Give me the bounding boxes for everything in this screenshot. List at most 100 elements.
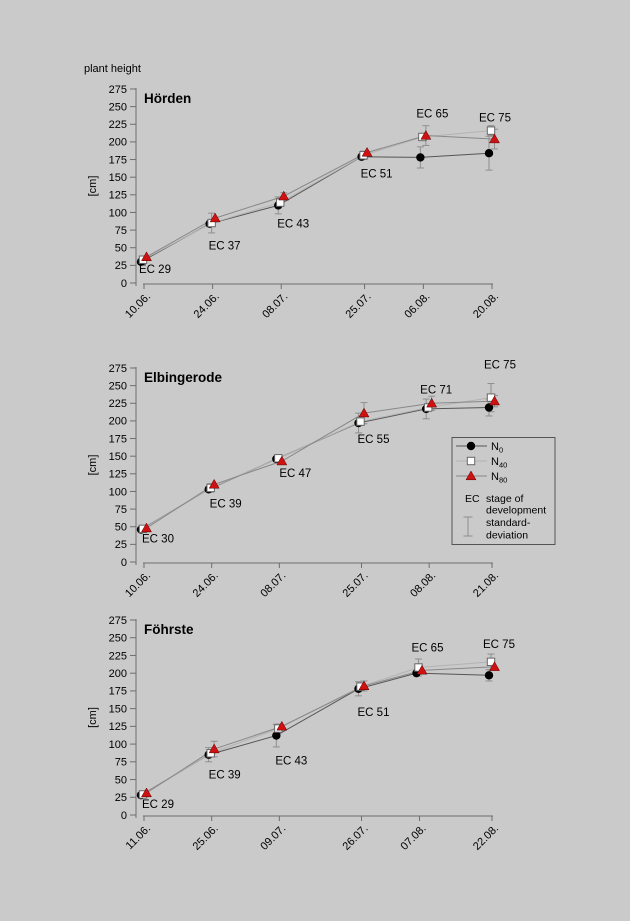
series-markers-n0 [136,148,494,267]
marker-n0-circle [484,403,494,412]
y-tick-label: 250 [109,380,127,392]
y-tick-label: 250 [109,101,127,113]
x-axis: 10.06. 24.06. 08.07. 25.07. 08.08. 21.08. [123,562,501,600]
x-tick-label: 24.06. [191,570,221,600]
y-axis-title: [cm] [87,455,99,476]
ec-annotation: EC 75 [479,113,511,125]
ec-annotation: EC 29 [142,799,174,811]
y-tick-label: 225 [109,398,127,410]
marker-n80-triangle [278,190,290,201]
y-tick-label: 200 [109,668,127,680]
marker-n40-square [206,749,215,758]
series-markers-n40 [138,126,496,264]
x-tick-label: 10.06. [123,291,153,321]
chart-title: Elbingerode [144,370,222,385]
legend-sd-desc: deviation [486,530,528,542]
y-tick-label: 275 [109,84,127,96]
y-tick-label: 75 [115,504,127,516]
marker-n80-triangle [208,478,220,489]
series-line-n0 [140,152,490,263]
x-tick-label: 21.08. [471,570,501,600]
marker-n80-triangle [358,407,370,418]
ec-annotation: EC 30 [142,534,174,546]
x-tick-label: 09.07. [258,823,288,853]
x-tick-label: 25.06. [191,823,221,853]
ec-annotation: EC 55 [358,434,390,446]
x-tick-label: 22.08. [471,823,501,853]
ec-annotation: EC 43 [275,756,307,768]
y-tick-label: 275 [109,363,127,375]
series-line-n80 [146,135,495,258]
marker-n80-triangle [208,743,220,754]
x-axis: 11.06. 25.06. 09.07. 26.07. 07.08. 22.08. [124,815,501,853]
x-axis: 10.06. 24.06. 08.07. 25.07. 06.08. 20.08. [123,283,501,321]
series-line-n40 [142,397,492,530]
legend-sd-desc: standard- [486,517,531,529]
y-tick-label: 50 [115,243,127,255]
legend-marker-triangle [465,470,477,481]
y-tick-label: 100 [109,486,127,498]
marker-n0-circle [484,671,494,680]
y-tick-label: 25 [115,792,127,804]
ec-annotation: EC 43 [277,218,309,230]
marker-n0-circle [272,731,281,740]
x-tick-label: 24.06. [192,291,222,321]
x-tick-label: 20.08. [471,291,501,321]
y-axis-title: [cm] [87,176,99,197]
legend-label-n40: N40 [491,456,507,470]
x-tick-label: 08.08. [408,570,438,600]
y-tick-label: 0 [121,278,127,290]
y-tick-label: 150 [109,451,127,463]
legend-box [451,437,556,545]
marker-n80-triangle [416,664,428,675]
series-markers-n0 [136,668,494,800]
marker-n80-triangle [276,455,288,466]
y-tick-label: 250 [109,633,127,645]
marker-n40-square [356,417,365,426]
legend-ec-symbol: EC [465,493,480,505]
legend-label-n80: N80 [491,471,507,485]
series-markers-n80 [141,661,500,798]
series-markers-n80 [141,395,500,533]
y-tick-label: 150 [109,703,127,715]
plant-height-label: plant height [84,63,141,75]
marker-n80-triangle [141,522,152,533]
ec-annotation: EC 65 [416,109,448,121]
x-tick-label: 26.07. [341,823,371,853]
y-tick-label: 275 [109,615,127,627]
x-tick-label: 25.07. [344,291,374,321]
y-tick-label: 175 [109,686,127,698]
series-line-n0 [140,672,490,796]
y-axis: 0 25 50 75 100 125 150 175 200 225 250 275 [cm] [87,363,137,569]
y-tick-label: 0 [121,557,127,569]
x-tick-label: 06.08. [402,291,432,321]
y-tick-label: 200 [109,416,127,428]
series-line-n40 [142,661,492,795]
ec-annotation: EC 75 [483,639,515,651]
series-markers-n40 [138,393,496,534]
y-tick-label: 50 [115,774,127,786]
marker-n40-square [423,403,433,412]
chart-title: Föhrste [144,622,194,637]
ec-annotation: EC 39 [209,770,241,782]
y-tick-label: 125 [109,721,127,733]
series-line-n40 [142,130,492,261]
ec-annotation: EC 51 [361,169,393,181]
marker-n80-triangle [141,787,152,798]
marker-n80-triangle [276,720,288,731]
chart-3: 0 25 50 75 100 125 150 175 200 225 250 275 [cm] 11.06… [87,615,515,853]
series-markers-n80 [141,130,500,261]
ec-annotation: EC 51 [358,707,390,719]
series-markers-n40 [138,657,496,799]
y-tick-label: 175 [109,154,127,166]
y-tick-label: 125 [109,469,127,481]
series-markers-n0 [136,403,494,534]
marker-n0-circle [484,148,494,158]
x-tick-label: 10.06. [123,570,153,600]
y-tick-label: 150 [109,172,127,184]
y-tick-label: 50 [115,522,127,534]
y-tick-label: 25 [115,539,127,551]
y-tick-label: 100 [109,207,127,219]
x-tick-label: 08.07. [260,291,290,321]
